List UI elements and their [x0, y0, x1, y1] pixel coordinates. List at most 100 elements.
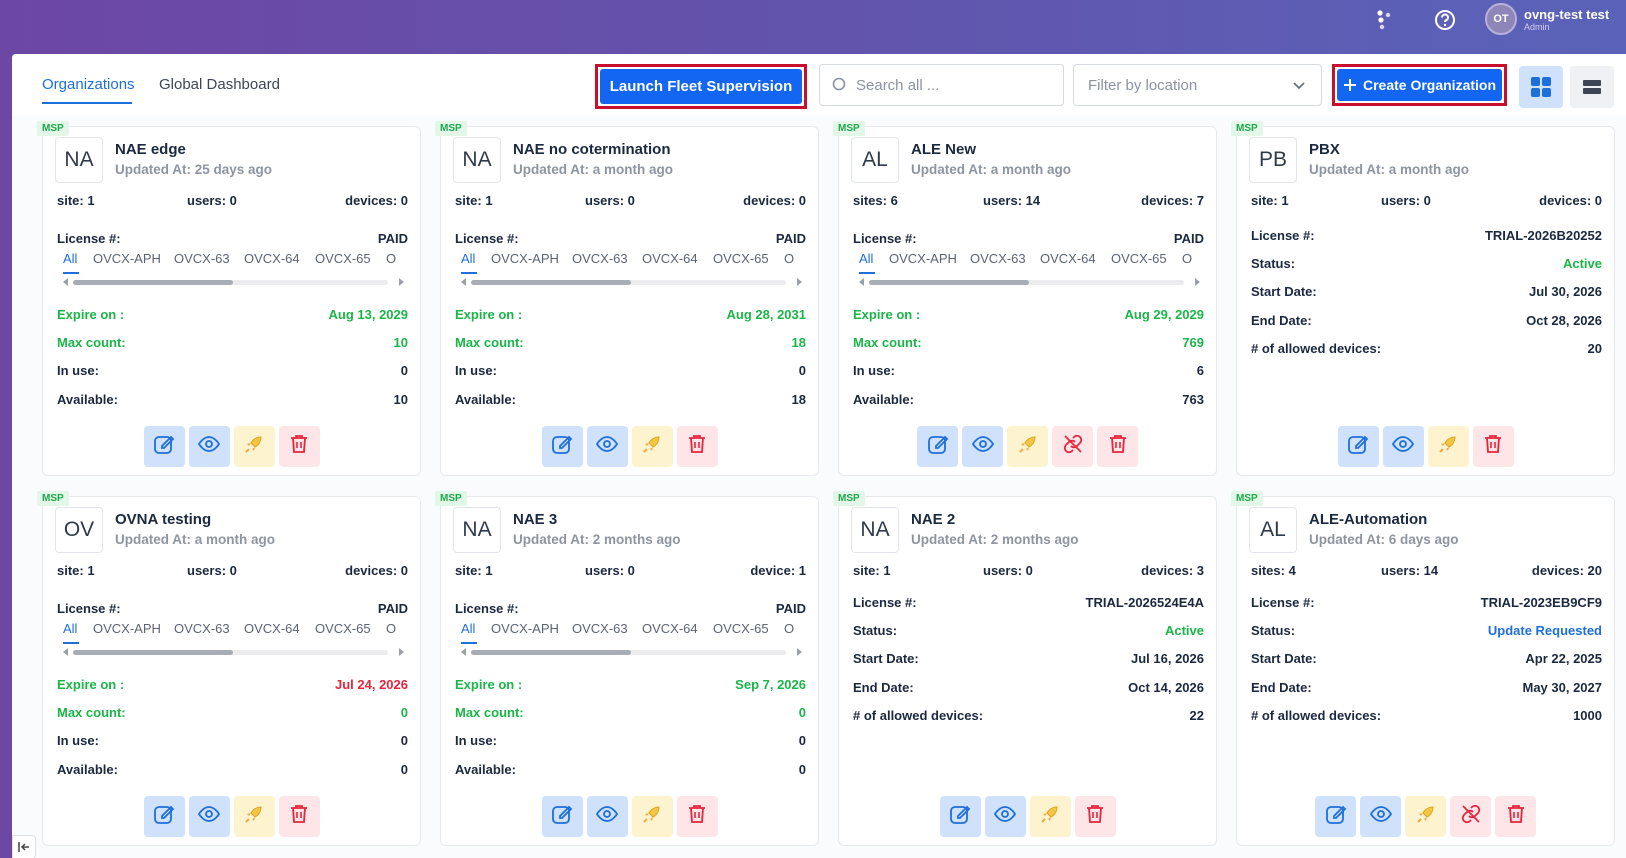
license-tab[interactable]: OVCX-63 — [174, 251, 230, 266]
scroll-right-icon[interactable] — [797, 648, 802, 656]
card-actions — [43, 796, 420, 837]
license-tab[interactable]: OVCX-63 — [572, 251, 628, 266]
license-tab[interactable]: O — [1182, 251, 1193, 266]
license-tab[interactable]: OVCX-63 — [572, 621, 628, 636]
license-tab[interactable]: All — [63, 621, 78, 636]
app-switcher-icon[interactable] — [1372, 8, 1396, 32]
view-button[interactable] — [962, 426, 1003, 467]
license-tab[interactable]: OVCX-65 — [315, 251, 371, 266]
license-tab[interactable]: OVCX-APH — [93, 621, 161, 636]
collapse-sidebar-button[interactable] — [12, 835, 36, 858]
edit-button[interactable] — [541, 796, 583, 837]
license-tab[interactable]: OVCX-63 — [970, 251, 1026, 266]
launch-button[interactable] — [233, 796, 275, 837]
user-name[interactable]: ovng-test test — [1524, 7, 1610, 22]
delete-button[interactable] — [278, 426, 320, 467]
unlink-button[interactable] — [1450, 796, 1491, 837]
license-tab[interactable]: OVCX-65 — [1111, 251, 1167, 266]
license-tab[interactable]: O — [386, 251, 397, 266]
edit-button[interactable] — [1315, 796, 1356, 837]
license-tabs-scrollbar[interactable] — [853, 278, 1204, 288]
view-button[interactable] — [586, 426, 628, 467]
grid-view-button[interactable] — [1519, 66, 1563, 108]
license-tab[interactable]: O — [784, 251, 795, 266]
scroll-thumb[interactable] — [471, 280, 631, 285]
license-tab[interactable]: All — [859, 251, 874, 266]
location-filter-select[interactable]: Filter by location — [1073, 64, 1322, 106]
license-tabs-scrollbar[interactable] — [455, 648, 806, 658]
delete-button[interactable] — [676, 426, 718, 467]
delete-button[interactable] — [1472, 426, 1514, 467]
launch-button[interactable] — [1029, 796, 1071, 837]
delete-button[interactable] — [1495, 796, 1536, 837]
avatar[interactable]: OT — [1485, 3, 1517, 35]
delete-button[interactable] — [278, 796, 320, 837]
license-tabs-scrollbar[interactable] — [455, 278, 806, 288]
view-button[interactable] — [188, 426, 230, 467]
scroll-left-icon[interactable] — [63, 648, 68, 656]
license-tab[interactable]: OVCX-APH — [93, 251, 161, 266]
license-tab[interactable]: OVCX-64 — [244, 251, 300, 266]
license-tabs-scrollbar[interactable] — [57, 648, 408, 658]
edit-button[interactable] — [1337, 426, 1379, 467]
launch-button[interactable] — [233, 426, 275, 467]
license-tab[interactable]: All — [461, 251, 476, 266]
license-tabs-scrollbar[interactable] — [57, 278, 408, 288]
view-button[interactable] — [1382, 426, 1424, 467]
license-tab[interactable]: OVCX-65 — [713, 251, 769, 266]
license-tab[interactable]: All — [63, 251, 78, 266]
license-tab[interactable]: OVCX-APH — [491, 251, 559, 266]
license-tab[interactable]: OVCX-APH — [889, 251, 957, 266]
launch-button[interactable] — [1427, 426, 1469, 467]
delete-button[interactable] — [1074, 796, 1116, 837]
license-tab[interactable]: O — [386, 621, 397, 636]
scroll-right-icon[interactable] — [399, 278, 404, 286]
edit-button[interactable] — [939, 796, 981, 837]
list-view-button[interactable] — [1570, 66, 1614, 108]
launch-button[interactable] — [631, 796, 673, 837]
scroll-thumb[interactable] — [73, 650, 233, 655]
unlink-button[interactable] — [1052, 426, 1093, 467]
license-tab[interactable]: All — [461, 621, 476, 636]
org-updated: Updated At: a month ago — [1309, 162, 1469, 177]
scroll-right-icon[interactable] — [1195, 278, 1200, 286]
view-button[interactable] — [1360, 796, 1401, 837]
create-organization-button[interactable]: Create Organization — [1337, 69, 1502, 101]
delete-button[interactable] — [1097, 426, 1138, 467]
scroll-left-icon[interactable] — [461, 648, 466, 656]
available-row: Available: 18 — [455, 392, 806, 407]
view-button[interactable] — [984, 796, 1026, 837]
edit-button[interactable] — [917, 426, 958, 467]
launch-button[interactable] — [1405, 796, 1446, 837]
license-tab[interactable]: OVCX-65 — [315, 621, 371, 636]
license-tab[interactable]: OVCX-65 — [713, 621, 769, 636]
tab-organizations[interactable]: Organizations — [42, 76, 135, 93]
license-tab[interactable]: OVCX-64 — [244, 621, 300, 636]
scroll-right-icon[interactable] — [399, 648, 404, 656]
scroll-thumb[interactable] — [869, 280, 1029, 285]
license-tab[interactable]: OVCX-APH — [491, 621, 559, 636]
view-button[interactable] — [586, 796, 628, 837]
license-tab[interactable]: O — [784, 621, 795, 636]
launch-button[interactable] — [631, 426, 673, 467]
tab-global-dashboard[interactable]: Global Dashboard — [159, 76, 280, 93]
search-input[interactable]: Search all ... — [819, 64, 1064, 106]
edit-button[interactable] — [143, 426, 185, 467]
delete-button[interactable] — [676, 796, 718, 837]
scroll-left-icon[interactable] — [461, 278, 466, 286]
scroll-thumb[interactable] — [73, 280, 233, 285]
license-tab[interactable]: OVCX-64 — [642, 621, 698, 636]
scroll-thumb[interactable] — [471, 650, 631, 655]
license-tab[interactable]: OVCX-64 — [1040, 251, 1096, 266]
edit-button[interactable] — [143, 796, 185, 837]
launch-fleet-supervision-button[interactable]: Launch Fleet Supervision — [600, 69, 802, 104]
edit-button[interactable] — [541, 426, 583, 467]
scroll-left-icon[interactable] — [63, 278, 68, 286]
license-tab[interactable]: OVCX-64 — [642, 251, 698, 266]
view-button[interactable] — [188, 796, 230, 837]
scroll-right-icon[interactable] — [797, 278, 802, 286]
scroll-left-icon[interactable] — [859, 278, 864, 286]
launch-button[interactable] — [1007, 426, 1048, 467]
license-tab[interactable]: OVCX-63 — [174, 621, 230, 636]
help-icon[interactable] — [1433, 8, 1457, 32]
